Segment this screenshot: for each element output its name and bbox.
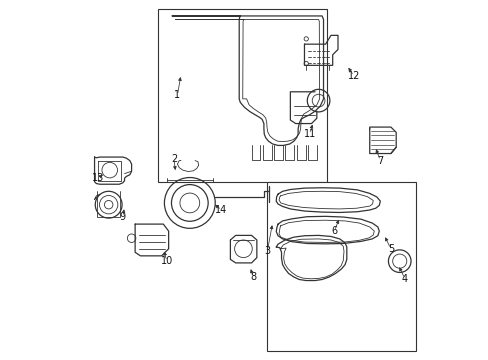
Text: 1: 1: [174, 90, 180, 100]
Text: 3: 3: [264, 246, 270, 256]
Text: 10: 10: [161, 256, 173, 266]
Text: 9: 9: [120, 212, 125, 222]
Text: 4: 4: [401, 274, 407, 284]
Text: 8: 8: [250, 272, 256, 282]
Text: 5: 5: [387, 244, 393, 254]
Bar: [267, 182, 415, 351]
Text: 2: 2: [170, 154, 177, 164]
Text: 11: 11: [303, 129, 315, 139]
Text: 12: 12: [347, 71, 359, 81]
Text: 7: 7: [376, 156, 383, 166]
Text: 13: 13: [92, 173, 104, 183]
Bar: [158, 9, 327, 182]
Text: 6: 6: [331, 226, 337, 236]
Text: 14: 14: [215, 205, 227, 215]
